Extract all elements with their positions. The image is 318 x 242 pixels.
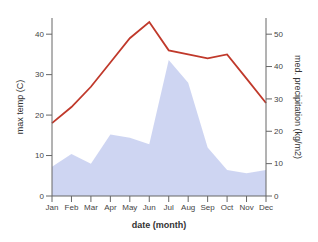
svg-text:med. precipitation (kg/m2): med. precipitation (kg/m2) bbox=[293, 55, 303, 159]
svg-text:date (month): date (month) bbox=[132, 220, 187, 230]
svg-text:30: 30 bbox=[274, 95, 283, 104]
svg-text:Dec: Dec bbox=[259, 203, 273, 212]
svg-text:40: 40 bbox=[274, 62, 283, 71]
svg-text:Sep: Sep bbox=[201, 203, 216, 212]
svg-text:Oct: Oct bbox=[221, 203, 234, 212]
svg-text:50: 50 bbox=[274, 30, 283, 39]
svg-text:10: 10 bbox=[35, 151, 44, 160]
svg-text:Mar: Mar bbox=[84, 203, 98, 212]
svg-text:20: 20 bbox=[274, 127, 283, 136]
svg-text:Nov: Nov bbox=[239, 203, 253, 212]
svg-text:40: 40 bbox=[35, 30, 44, 39]
svg-text:Jan: Jan bbox=[46, 203, 59, 212]
svg-text:0: 0 bbox=[274, 192, 279, 201]
svg-text:30: 30 bbox=[35, 70, 44, 79]
svg-text:20: 20 bbox=[35, 111, 44, 120]
svg-text:10: 10 bbox=[274, 159, 283, 168]
svg-text:0: 0 bbox=[40, 192, 45, 201]
svg-text:Aug: Aug bbox=[181, 203, 195, 212]
svg-text:May: May bbox=[122, 203, 137, 212]
svg-text:max temp (C): max temp (C) bbox=[15, 80, 25, 135]
svg-text:Apr: Apr bbox=[104, 203, 117, 212]
svg-text:Jun: Jun bbox=[143, 203, 156, 212]
svg-text:Feb: Feb bbox=[65, 203, 79, 212]
svg-text:Jul: Jul bbox=[164, 203, 174, 212]
